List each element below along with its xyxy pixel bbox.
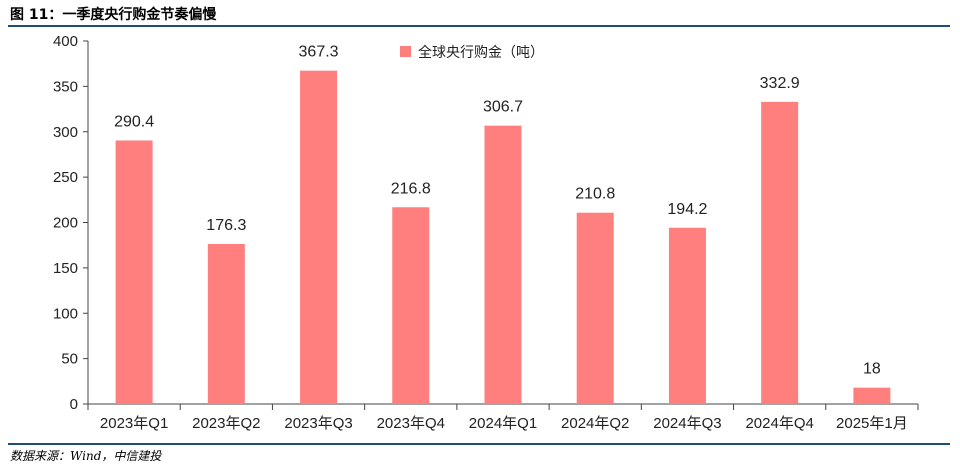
bar (207, 244, 245, 404)
y-tick-label: 100 (53, 305, 78, 322)
bar (853, 387, 891, 404)
data-label: 18 (863, 361, 881, 378)
bar (484, 125, 522, 405)
x-tick-label: 2023年Q1 (100, 415, 168, 432)
y-tick-label: 300 (53, 124, 78, 141)
bottom-rule (8, 443, 950, 445)
bar (576, 212, 614, 404)
bar (392, 207, 430, 404)
source-note: 数据来源：Wind，中信建投 (10, 449, 162, 463)
figure-title: 图 11：一季度央行购金节奏偏慢 (10, 7, 217, 23)
legend: 全球央行购金（吨） (400, 44, 544, 61)
x-tick-label: 2024年Q1 (469, 415, 537, 432)
data-label: 194.2 (667, 201, 707, 218)
y-tick-label: 150 (53, 260, 78, 277)
bar (761, 101, 799, 404)
y-tick-label: 50 (61, 351, 78, 368)
x-tick-label: 2023年Q4 (377, 415, 445, 432)
y-tick-label: 400 (53, 33, 78, 50)
legend-label: 全球央行购金（吨） (418, 44, 544, 61)
x-tick-label: 2025年1月 (836, 415, 908, 432)
y-tick-label: 0 (70, 396, 78, 413)
bar (300, 70, 338, 405)
data-label: 332.9 (760, 75, 800, 92)
x-tick-label: 2024年Q4 (745, 415, 813, 432)
legend-swatch (400, 46, 411, 57)
y-axis: 0 50 100 150 200 250 300 350 400 (53, 33, 89, 413)
y-tick-label: 250 (53, 169, 78, 186)
data-label: 210.8 (575, 186, 615, 203)
data-label: 367.3 (299, 44, 339, 61)
y-tick-label: 350 (53, 78, 78, 95)
bar (668, 227, 706, 404)
data-labels: 290.4 176.3 367.3 216.8 306.7 210.8 194.2 332.9… (114, 44, 881, 378)
bars (115, 70, 891, 405)
x-tick-label: 2023年Q3 (284, 415, 352, 432)
data-label: 176.3 (206, 217, 246, 234)
y-tick-label: 200 (53, 215, 78, 232)
bar (115, 140, 153, 404)
data-label: 216.8 (391, 180, 431, 197)
data-label: 290.4 (114, 113, 154, 130)
x-tick-label: 2024年Q2 (561, 415, 629, 432)
x-tick-label: 2024年Q3 (653, 415, 721, 432)
top-rule (8, 25, 950, 27)
x-tick-label: 2023年Q2 (192, 415, 260, 432)
x-axis: 2023年Q1 2023年Q2 2023年Q3 2023年Q4 2024年Q1 2024年… (87, 403, 919, 432)
data-label: 306.7 (483, 99, 523, 116)
